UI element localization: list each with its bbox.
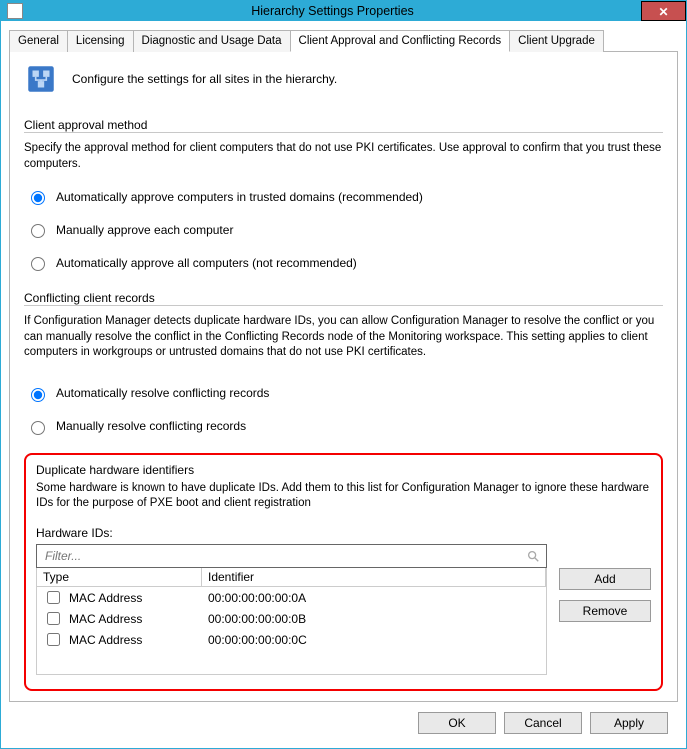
- filter-box[interactable]: [36, 544, 547, 568]
- approval-radio-1[interactable]: [31, 224, 45, 238]
- search-icon: [526, 549, 540, 563]
- table-row[interactable]: MAC Address 00:00:00:00:00:0B: [37, 608, 546, 629]
- titlebar: Hierarchy Settings Properties ✕: [1, 1, 686, 21]
- panel-intro: Configure the settings for all sites in …: [72, 72, 337, 86]
- table-row[interactable]: MAC Address 00:00:00:00:00:0A: [37, 587, 546, 608]
- approval-title: Client approval method: [24, 118, 663, 133]
- table-row[interactable]: MAC Address 00:00:00:00:00:0C: [37, 629, 546, 650]
- approval-option-label: Automatically approve computers in trust…: [56, 190, 423, 204]
- tab-client-upgrade[interactable]: Client Upgrade: [509, 30, 604, 52]
- tab-licensing[interactable]: Licensing: [67, 30, 134, 52]
- conflict-desc: If Configuration Manager detects duplica…: [24, 314, 663, 361]
- filter-input[interactable]: [43, 548, 526, 564]
- col-id-header[interactable]: Identifier: [202, 568, 546, 586]
- conflict-option-auto[interactable]: Automatically resolve conflicting record…: [24, 379, 663, 408]
- tab-general[interactable]: General: [9, 30, 68, 52]
- cancel-button[interactable]: Cancel: [504, 712, 582, 734]
- row-type: MAC Address: [69, 591, 142, 605]
- hw-list: Type Identifier MAC Address 00:00:00:00:…: [36, 544, 547, 675]
- conflict-option-manual[interactable]: Manually resolve conflicting records: [24, 412, 663, 441]
- approval-desc: Specify the approval method for client c…: [24, 141, 663, 172]
- system-icon: [7, 3, 23, 19]
- window-title: Hierarchy Settings Properties: [29, 4, 636, 18]
- dialog-window: Hierarchy Settings Properties ✕ General …: [0, 0, 687, 749]
- hierarchy-icon: [24, 62, 58, 96]
- grid-body: MAC Address 00:00:00:00:00:0A MAC Addres…: [36, 587, 547, 675]
- row-checkbox[interactable]: [47, 591, 60, 604]
- row-id: 00:00:00:00:00:0C: [202, 633, 546, 647]
- conflict-radio-0[interactable]: [31, 388, 45, 402]
- row-id: 00:00:00:00:00:0B: [202, 612, 546, 626]
- approval-option-auto-trusted[interactable]: Automatically approve computers in trust…: [24, 182, 663, 211]
- col-type-header[interactable]: Type: [37, 568, 202, 586]
- approval-radio-0[interactable]: [31, 191, 45, 205]
- dialog-buttons: OK Cancel Apply: [9, 702, 678, 740]
- conflict-title: Conflicting client records: [24, 291, 663, 306]
- client-area: General Licensing Diagnostic and Usage D…: [1, 21, 686, 748]
- tab-panel: Configure the settings for all sites in …: [9, 52, 678, 702]
- row-checkbox[interactable]: [47, 633, 60, 646]
- dup-title: Duplicate hardware identifiers: [36, 463, 651, 477]
- tab-strip: General Licensing Diagnostic and Usage D…: [9, 29, 678, 52]
- grid-header: Type Identifier: [36, 568, 547, 587]
- approval-option-label: Automatically approve all computers (not…: [56, 256, 357, 270]
- hw-list-label: Hardware IDs:: [36, 526, 651, 540]
- add-button[interactable]: Add: [559, 568, 651, 590]
- duplicate-hw-section: Duplicate hardware identifiers Some hard…: [24, 453, 663, 691]
- remove-button[interactable]: Remove: [559, 600, 651, 622]
- approval-option-label: Manually approve each computer: [56, 223, 233, 237]
- panel-header: Configure the settings for all sites in …: [24, 62, 663, 96]
- tab-client-approval[interactable]: Client Approval and Conflicting Records: [290, 30, 511, 52]
- approval-radio-2[interactable]: [31, 257, 45, 271]
- approval-option-manual[interactable]: Manually approve each computer: [24, 215, 663, 244]
- row-checkbox[interactable]: [47, 612, 60, 625]
- row-type: MAC Address: [69, 633, 142, 647]
- row-type: MAC Address: [69, 612, 142, 626]
- close-button[interactable]: ✕: [641, 1, 686, 21]
- approval-option-auto-all[interactable]: Automatically approve all computers (not…: [24, 248, 663, 277]
- apply-button[interactable]: Apply: [590, 712, 668, 734]
- conflict-option-label: Manually resolve conflicting records: [56, 419, 246, 433]
- ok-button[interactable]: OK: [418, 712, 496, 734]
- tab-diagnostic[interactable]: Diagnostic and Usage Data: [133, 30, 291, 52]
- dup-desc: Some hardware is known to have duplicate…: [36, 481, 651, 512]
- hw-buttons: Add Remove: [559, 568, 651, 675]
- row-id: 00:00:00:00:00:0A: [202, 591, 546, 605]
- conflict-radio-1[interactable]: [31, 421, 45, 435]
- conflict-option-label: Automatically resolve conflicting record…: [56, 386, 269, 400]
